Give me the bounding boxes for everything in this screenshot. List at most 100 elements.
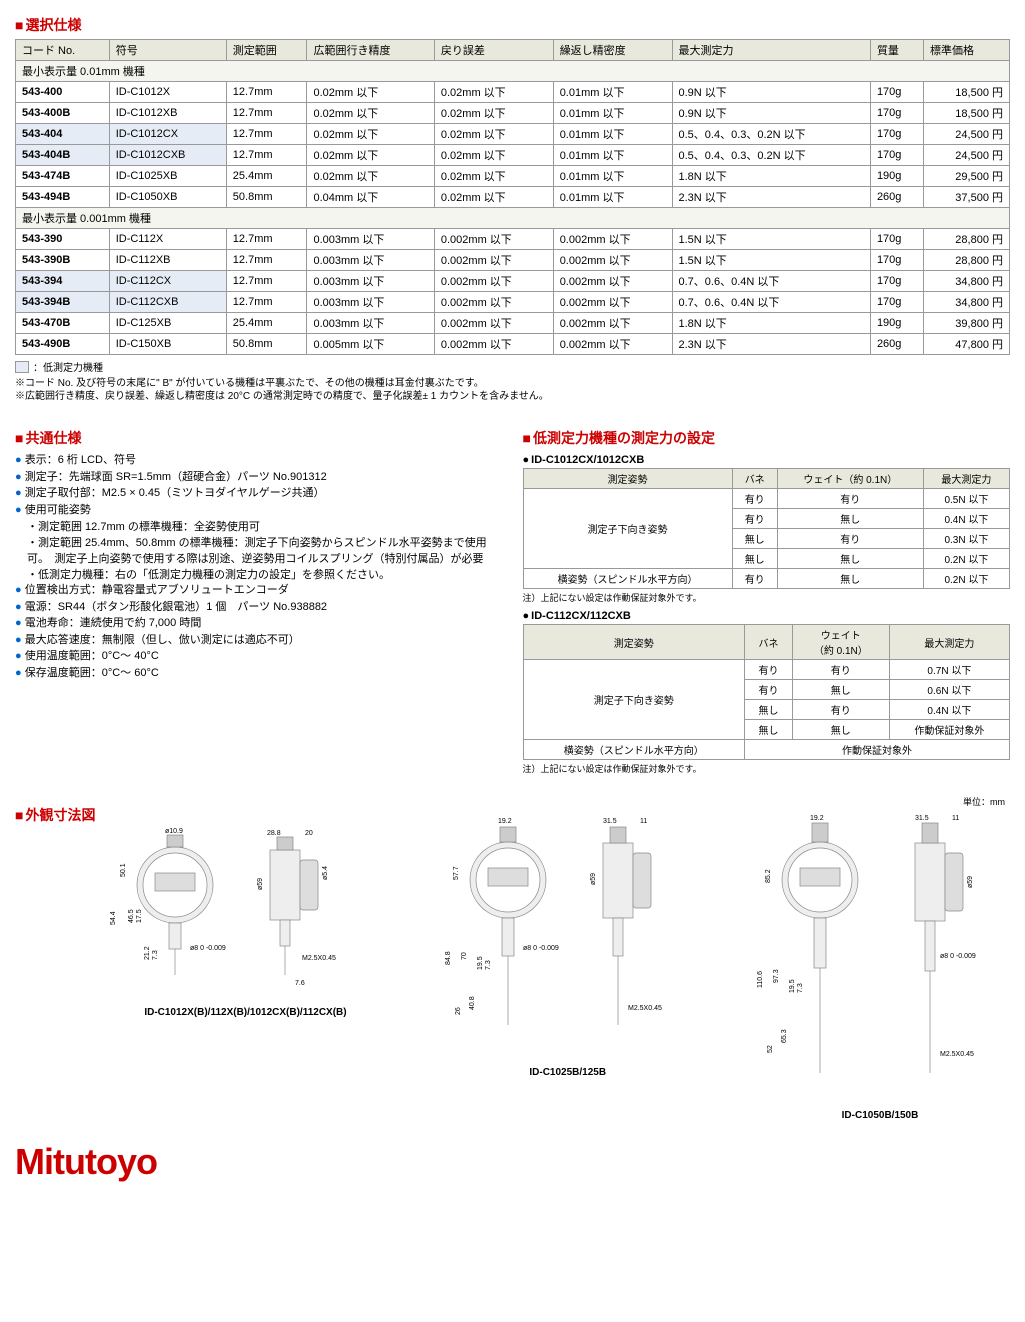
svg-text:19.5: 19.5 [477,956,484,970]
svg-text:M2.5X0.45: M2.5X0.45 [628,1005,662,1012]
svg-text:ø59: ø59 [590,873,597,885]
table-cell: 170g [870,229,923,250]
table-row: 543-490BID-C150XB50.8mm0.005mm 以下0.002mm… [16,334,1010,355]
force-table-1: 測定姿勢バネウェイト（約 0.1N）最大測定力 測定子下向き姿勢有り有り0.5N… [523,468,1011,589]
spec-item: 位置検出方式：静電容量式アブソリュートエンコーダ [15,582,503,599]
table-cell: 28,800 円 [924,250,1010,271]
svg-text:84.8: 84.8 [445,951,452,965]
table-cell: ID-C150XB [109,334,226,355]
note-line: ※広範囲行き精度、戻り誤差、繰返し精密度は 20°C の通常測定時での精度で、量… [15,390,1010,403]
table-row: 543-394BID-C112CXB12.7mm0.003mm 以下0.002m… [16,292,1010,313]
table-cell: 有り [745,680,793,700]
svg-text:46.5: 46.5 [128,909,135,923]
table-cell: 50.8mm [226,187,307,208]
svg-text:65.3: 65.3 [781,1029,788,1043]
table-cell: 18,500 円 [924,82,1010,103]
table-header: 質量 [870,40,923,61]
section-title-common: 共通仕様 [15,428,503,448]
table-cell: 12.7mm [226,271,307,292]
table-header: ウェイト（約 0.1N） [777,469,923,489]
svg-text:ø8 0 -0.009: ø8 0 -0.009 [190,945,226,952]
svg-text:7.6: 7.6 [295,980,305,987]
svg-text:110.6: 110.6 [757,971,764,988]
sub-item: 測定範囲 25.4mm、50.8mm の標準機種：測定子下向姿勢からスピンドル水… [27,534,503,566]
table-cell: 0.002mm 以下 [553,271,672,292]
table-cell: 190g [870,313,923,334]
sub-item: 測定範囲 12.7mm の標準機種：全姿勢使用可 [27,518,503,534]
table-header: 最大測定力 [923,469,1009,489]
table-cell: 543-400 [16,82,110,103]
table-cell: ID-C1050XB [109,187,226,208]
force-table-2: 測定姿勢バネウェイト （約 0.1N）最大測定力 測定子下向き姿勢有り有り0.7… [523,624,1011,760]
svg-text:70: 70 [461,952,468,960]
table-cell: ID-C1012XB [109,103,226,124]
posture-sublist: 測定範囲 12.7mm の標準機種：全姿勢使用可 測定範囲 25.4mm、50.… [15,518,503,582]
svg-text:ø10.9: ø10.9 [165,828,183,835]
table-cell: 34,800 円 [924,292,1010,313]
svg-text:ø5.4: ø5.4 [322,866,329,880]
table-cell: 0.002mm 以下 [553,292,672,313]
table-cell: 12.7mm [226,145,307,166]
table-cell: 0.7N 以下 [889,660,1009,680]
table-cell: 0.01mm 以下 [553,166,672,187]
svg-text:11: 11 [640,818,647,825]
table-cell: 34,800 円 [924,271,1010,292]
legend: ：低測定力機種 [15,359,1010,374]
table-row: 543-400BID-C1012XB12.7mm0.02mm 以下0.02mm … [16,103,1010,124]
table-cell: 無し [792,720,889,740]
table-cell: 24,500 円 [924,124,1010,145]
spec-item: 電池寿命：連続使用で約 7,000 時間 [15,615,503,632]
table-cell: 有り [792,660,889,680]
table-group-label: 最小表示量 0.01mm 機種 [16,61,1010,82]
table-cell: 0.9N 以下 [672,82,870,103]
table-cell: 37,500 円 [924,187,1010,208]
table-header: ウェイト （約 0.1N） [792,625,889,660]
table-cell: ID-C112CXB [109,292,226,313]
table-cell: 1.8N 以下 [672,166,870,187]
table-row: 測定子下向き姿勢有り有り0.7N 以下 [523,660,1010,680]
table-header: 繰返し精密度 [553,40,672,61]
dimension-drawing-2: 19.2 31.5 11 57.7 84.8 70 19.5 7.3 40.8 … [438,795,698,1078]
section-title-selection: 選択仕様 [15,15,1010,35]
table-cell: 0.02mm 以下 [434,82,553,103]
table-row: 測定子下向き姿勢有り有り0.5N 以下 [523,489,1010,509]
table-row: 543-404ID-C1012CX12.7mm0.02mm 以下0.02mm 以… [16,124,1010,145]
table-cell: 有り [777,489,923,509]
spec-table: コード No.符号測定範囲広範囲行き精度戻り誤差繰返し精密度最大測定力質量標準価… [15,39,1010,355]
table-cell: 0.002mm 以下 [553,250,672,271]
table-cell: 1.8N 以下 [672,313,870,334]
table-cell: 無し [777,569,923,589]
table-cell: 170g [870,271,923,292]
svg-text:19.2: 19.2 [810,815,824,822]
force-table1-title: ID-C1012CX/1012CXB [523,454,1011,466]
table-cell: 543-494B [16,187,110,208]
table-cell: 25.4mm [226,166,307,187]
table-cell: 0.002mm 以下 [553,334,672,355]
table-cell: 無し [777,509,923,529]
spec-item: 表示：6 桁 LCD、符号 [15,452,503,469]
table-cell: 543-394 [16,271,110,292]
table-cell: 260g [870,187,923,208]
svg-text:52: 52 [767,1045,774,1053]
svg-text:M2.5X0.45: M2.5X0.45 [940,1051,974,1058]
table-cell: 横姿勢（スピンドル水平方向） [523,740,745,760]
table-cell: 0.02mm 以下 [307,124,434,145]
table-cell: 12.7mm [226,124,307,145]
table-row: 543-494BID-C1050XB50.8mm0.04mm 以下0.02mm … [16,187,1010,208]
table-cell: 0.02mm 以下 [307,82,434,103]
logo-text: Mitutoyo [15,1141,157,1182]
svg-text:31.5: 31.5 [603,818,617,825]
dim-caption-3: ID-C1050B/150B [750,1110,1010,1121]
table-cell: 0.02mm 以下 [307,166,434,187]
svg-text:7.3: 7.3 [152,950,159,960]
note-line: ※コード No. 及び符号の末尾に" B" が付いている機種は平裏ぶたで、その他… [15,377,1010,390]
svg-text:97.3: 97.3 [773,969,780,983]
svg-text:31.5: 31.5 [915,815,929,822]
table-cell: 12.7mm [226,82,307,103]
table-cell: 有り [745,660,793,680]
table-cell: 170g [870,124,923,145]
svg-text:20: 20 [305,830,313,837]
spec-item: 電源：SR44（ボタン形酸化銀電池）1 個 パーツ No.938882 [15,599,503,616]
table-cell: 無し [745,720,793,740]
table-cell: 0.003mm 以下 [307,313,434,334]
